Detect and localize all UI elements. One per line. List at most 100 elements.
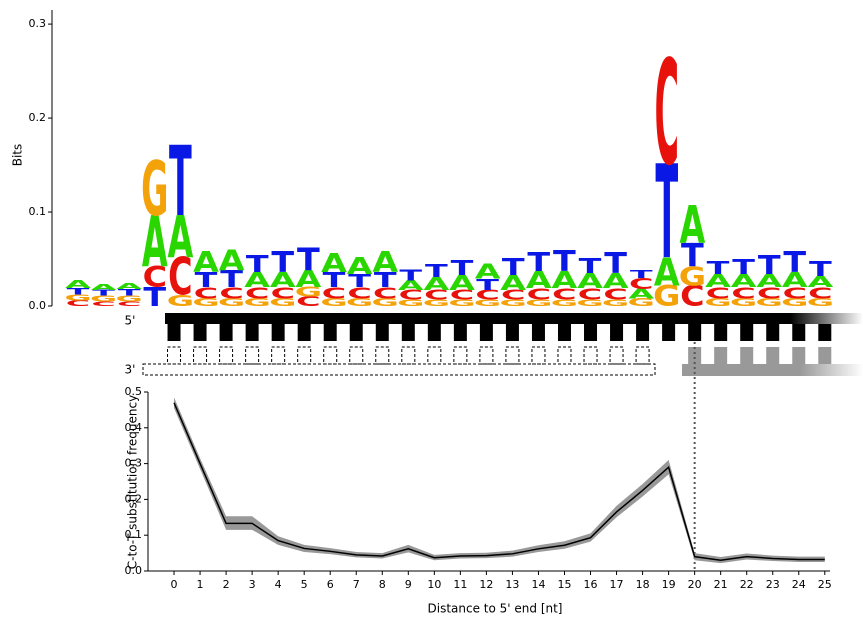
top-strand-fade [790, 313, 863, 324]
bottom-tooth-dashed [297, 346, 312, 365]
logo-letter: T [809, 257, 832, 282]
bottom-tooth-dashed [167, 346, 182, 365]
logo-letter: G [320, 296, 347, 308]
top-tooth [323, 324, 337, 341]
logo-letter: T [323, 268, 346, 293]
logo-letter: T [553, 246, 576, 279]
logo-letter: T [655, 139, 678, 288]
bottom-tooth-dashed [531, 346, 546, 365]
top-tooth [401, 324, 415, 341]
logo-letter: T [425, 261, 449, 282]
top-tooth [245, 324, 259, 341]
logo-letter: T [348, 271, 372, 292]
x-tick-label: 12 [479, 578, 493, 591]
logo-letter: G [372, 296, 399, 308]
logo-letter: C [501, 288, 525, 303]
logo-letter: C [91, 300, 115, 308]
logo-letter: C [271, 285, 295, 303]
logo-letter: G [474, 298, 501, 309]
bottom-tooth-dashed [479, 346, 494, 365]
logo-letter: A [91, 283, 117, 292]
bottom-strand-fade [800, 364, 863, 376]
logo-letter: G [500, 298, 527, 309]
top-tooth [453, 324, 467, 341]
logo-letter: G [346, 296, 373, 308]
logo-letter: T [220, 265, 243, 292]
logo-letter: A [270, 268, 296, 293]
top-tooth [531, 324, 545, 341]
x-tick-label: 18 [636, 578, 650, 591]
top-strand [165, 313, 795, 324]
logo-letter: G [116, 294, 143, 303]
bottom-tooth [714, 347, 728, 364]
line-y-label: C-to-T substitution frequency [126, 395, 140, 569]
x-tick-label: 13 [505, 578, 519, 591]
logo-letter: C [552, 286, 576, 304]
top-tooth [375, 324, 389, 341]
top-tooth [636, 324, 650, 341]
x-tick-label: 11 [453, 578, 467, 591]
y-tick-label: 0.4 [125, 421, 143, 434]
logo-letter: T [399, 267, 422, 285]
logo-letter: C [783, 285, 807, 303]
logo-letter: C [322, 285, 346, 303]
logo-letter: G [551, 298, 578, 309]
logo-letter: C [731, 285, 755, 303]
line [173, 402, 825, 562]
x-tick-label: 20 [688, 578, 702, 591]
logo-letter: G [90, 294, 117, 303]
logo-letter: C [424, 288, 448, 303]
top-tooth [349, 324, 363, 341]
x-tick-label: 8 [379, 578, 386, 591]
bottom-tooth [818, 347, 832, 364]
x-tick-label: 9 [405, 578, 412, 591]
logo-letter: A [244, 268, 270, 293]
y-tick-label: 0.2 [125, 492, 143, 505]
logo-letter: A [347, 252, 374, 279]
logo-letter: G [295, 285, 322, 300]
logo-letter: A [680, 197, 706, 256]
logo-letter: A [526, 266, 553, 293]
logo-letter: T [92, 289, 115, 298]
x-tick-label: 5 [301, 578, 308, 591]
x-tick-label: 0 [171, 578, 178, 591]
logo-letter: A [552, 266, 579, 293]
y-tick-label: 0.1 [125, 528, 143, 541]
bottom-tooth-dashed [375, 346, 390, 365]
logo-letter: T [246, 250, 269, 277]
logo-letter: C [808, 285, 832, 303]
bottom-tooth-dashed [609, 346, 624, 365]
logo-letter: T [297, 241, 320, 278]
logo-letter: A [219, 245, 245, 278]
top-tooth [427, 324, 441, 341]
bottom-tooth-dashed [427, 346, 442, 365]
y-tick-label: 0.5 [125, 385, 143, 398]
top-tooth [505, 324, 519, 341]
logo-letter: T [681, 237, 704, 274]
logo-letter: C [578, 286, 602, 304]
logo-letter: G [525, 298, 552, 309]
logo-letter: A [398, 278, 424, 293]
logo-letter: A [449, 271, 475, 296]
logo-letter: A [577, 269, 603, 294]
logo-letter: T [630, 268, 653, 280]
confidence-band [174, 397, 825, 564]
logo-letter: T [732, 255, 755, 280]
bottom-tooth [740, 347, 754, 364]
logo-letter: T [476, 276, 499, 294]
logo-letter: A [475, 259, 501, 284]
logo-letter: C [194, 285, 218, 303]
logo-letter: C [143, 262, 167, 295]
strand-label: 3' [125, 363, 136, 377]
logo-letter: A [705, 271, 731, 292]
logo-letter: C [603, 286, 627, 304]
top-tooth [219, 324, 233, 341]
logo-letter: A [296, 265, 323, 292]
logo-y-label: Bits [11, 144, 25, 167]
bottom-tooth-dashed [323, 346, 338, 365]
y-tick-label: 0.0 [125, 564, 143, 577]
x-tick-label: 1 [197, 578, 204, 591]
top-tooth [688, 324, 702, 341]
logo-letter: A [500, 271, 526, 296]
bottom-tooth-dashed [349, 346, 364, 365]
